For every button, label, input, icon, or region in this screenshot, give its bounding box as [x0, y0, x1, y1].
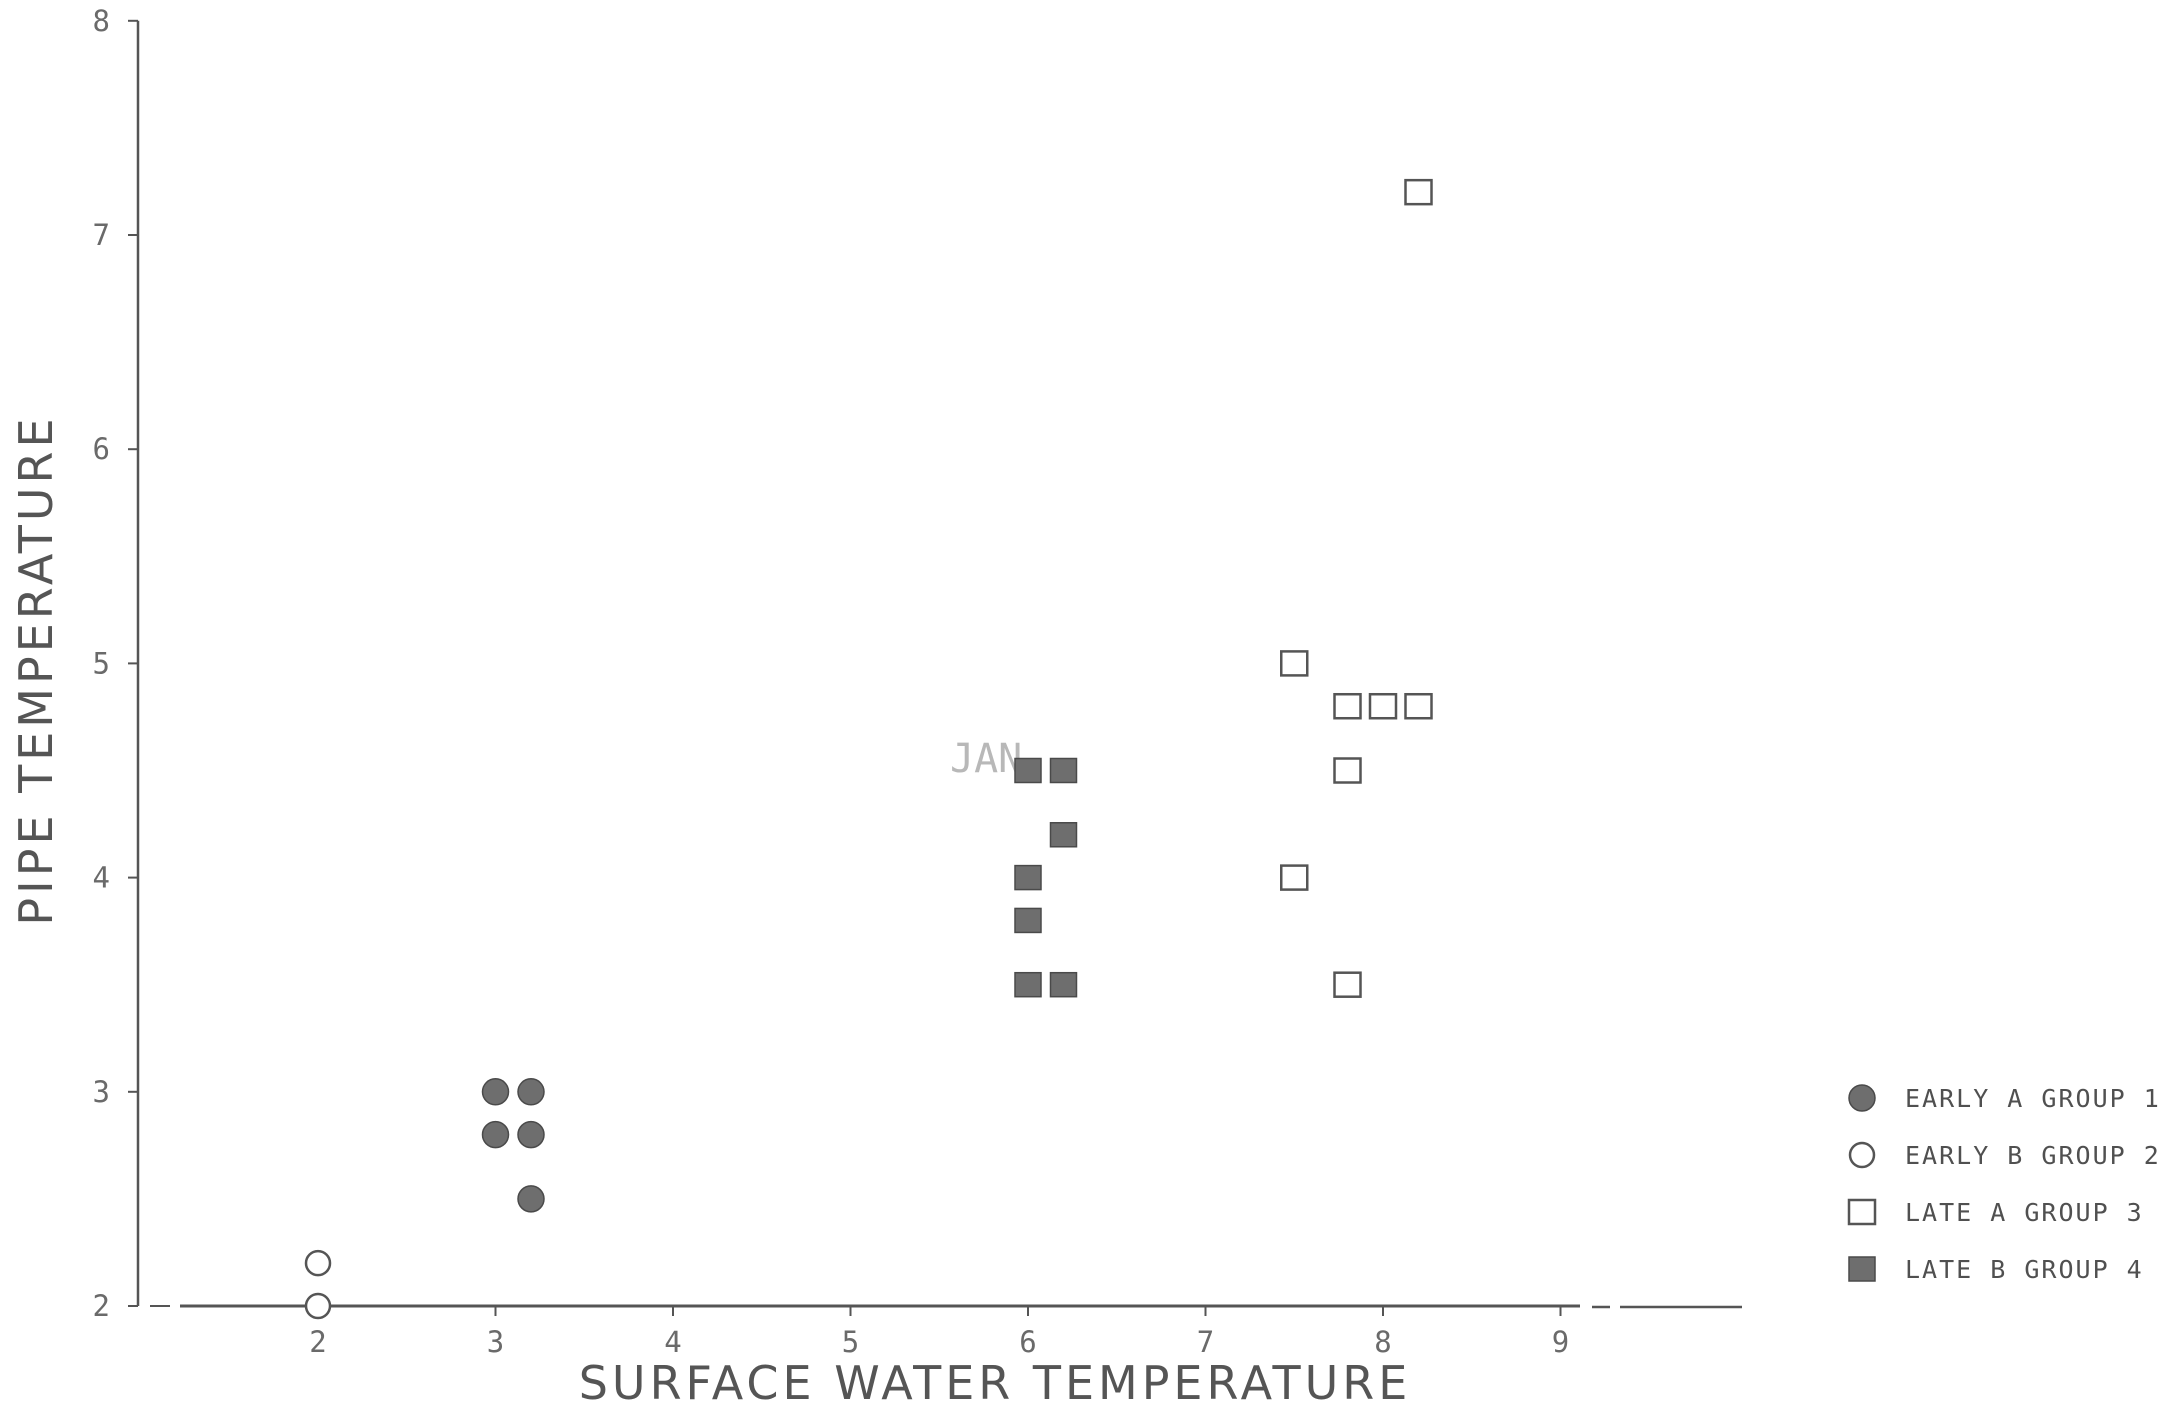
y-tick-label: 7 — [93, 218, 110, 252]
x-tick-label: 9 — [1552, 1325, 1569, 1359]
x-tick-label: 8 — [1374, 1325, 1391, 1359]
legend: EARLY A GROUP 1 EARLY B GROUP 2 LATE A GRO… — [1847, 1084, 2161, 1284]
y-tick-label: 5 — [93, 646, 110, 680]
data-point — [1014, 757, 1042, 784]
legend-label: LATE A GROUP 3 — [1905, 1198, 2144, 1227]
data-point — [1404, 692, 1433, 720]
annotation-layer: JAN — [950, 736, 1022, 782]
legend-item: LATE B GROUP 4 — [1848, 1255, 2144, 1284]
x-tick-label: 6 — [1019, 1325, 1036, 1359]
x-tick-label: 2 — [309, 1325, 326, 1359]
data-point — [1049, 757, 1078, 784]
legend-label: LATE B GROUP 4 — [1905, 1255, 2144, 1284]
data-point — [304, 1292, 332, 1320]
data-point — [1280, 864, 1309, 891]
legend-item: EARLY A GROUP 1 — [1848, 1084, 2161, 1113]
data-point — [304, 1249, 332, 1277]
x-tick-label: 7 — [1197, 1325, 1214, 1359]
legend-item: EARLY B GROUP 2 — [1848, 1141, 2161, 1170]
series-3 — [1280, 178, 1433, 998]
data-point — [1333, 692, 1362, 720]
x-tick-label: 4 — [664, 1325, 681, 1359]
data-points — [304, 178, 1433, 1320]
y-tick-label: 4 — [93, 861, 110, 895]
data-point — [1014, 907, 1042, 934]
data-point — [1049, 822, 1078, 848]
date-stamp: JAN — [950, 736, 1022, 782]
data-point — [1404, 178, 1433, 206]
series-4 — [1014, 757, 1078, 998]
legend-label: EARLY A GROUP 1 — [1905, 1084, 2161, 1113]
data-point — [481, 1078, 510, 1106]
axes: 2 3 4 5 6 7 8 2 3 4 5 6 7 8 9 — [93, 4, 1742, 1359]
legend-label: EARLY B GROUP 2 — [1905, 1141, 2161, 1170]
legend-marker — [1847, 1198, 1877, 1226]
data-point — [1014, 971, 1042, 998]
y-tick-label: 2 — [93, 1289, 110, 1323]
data-point — [1049, 971, 1078, 998]
data-point — [517, 1120, 545, 1149]
x-tick-label: 3 — [487, 1325, 504, 1359]
data-point — [517, 1078, 545, 1106]
data-point — [1333, 757, 1362, 784]
series-2 — [304, 1249, 332, 1320]
data-point — [1280, 650, 1309, 677]
y-tick-label: 3 — [93, 1075, 110, 1109]
x-axis-title: SURFACE WATER TEMPERATURE — [579, 1356, 1412, 1408]
series-1 — [481, 1078, 545, 1213]
y-axis-title: PIPE TEMPERATURE — [9, 414, 63, 925]
legend-item: LATE A GROUP 3 — [1847, 1198, 2144, 1227]
legend-marker — [1848, 1256, 1876, 1282]
data-point — [481, 1120, 510, 1149]
y-tick-label: 6 — [93, 432, 110, 466]
legend-marker — [1848, 1084, 1876, 1112]
data-point — [1333, 971, 1362, 998]
x-tick-label: 5 — [842, 1325, 859, 1359]
data-point — [1368, 692, 1398, 720]
y-tick-label: 8 — [93, 4, 110, 38]
legend-marker — [1848, 1141, 1876, 1169]
data-point — [517, 1185, 545, 1213]
data-point — [1014, 864, 1042, 891]
